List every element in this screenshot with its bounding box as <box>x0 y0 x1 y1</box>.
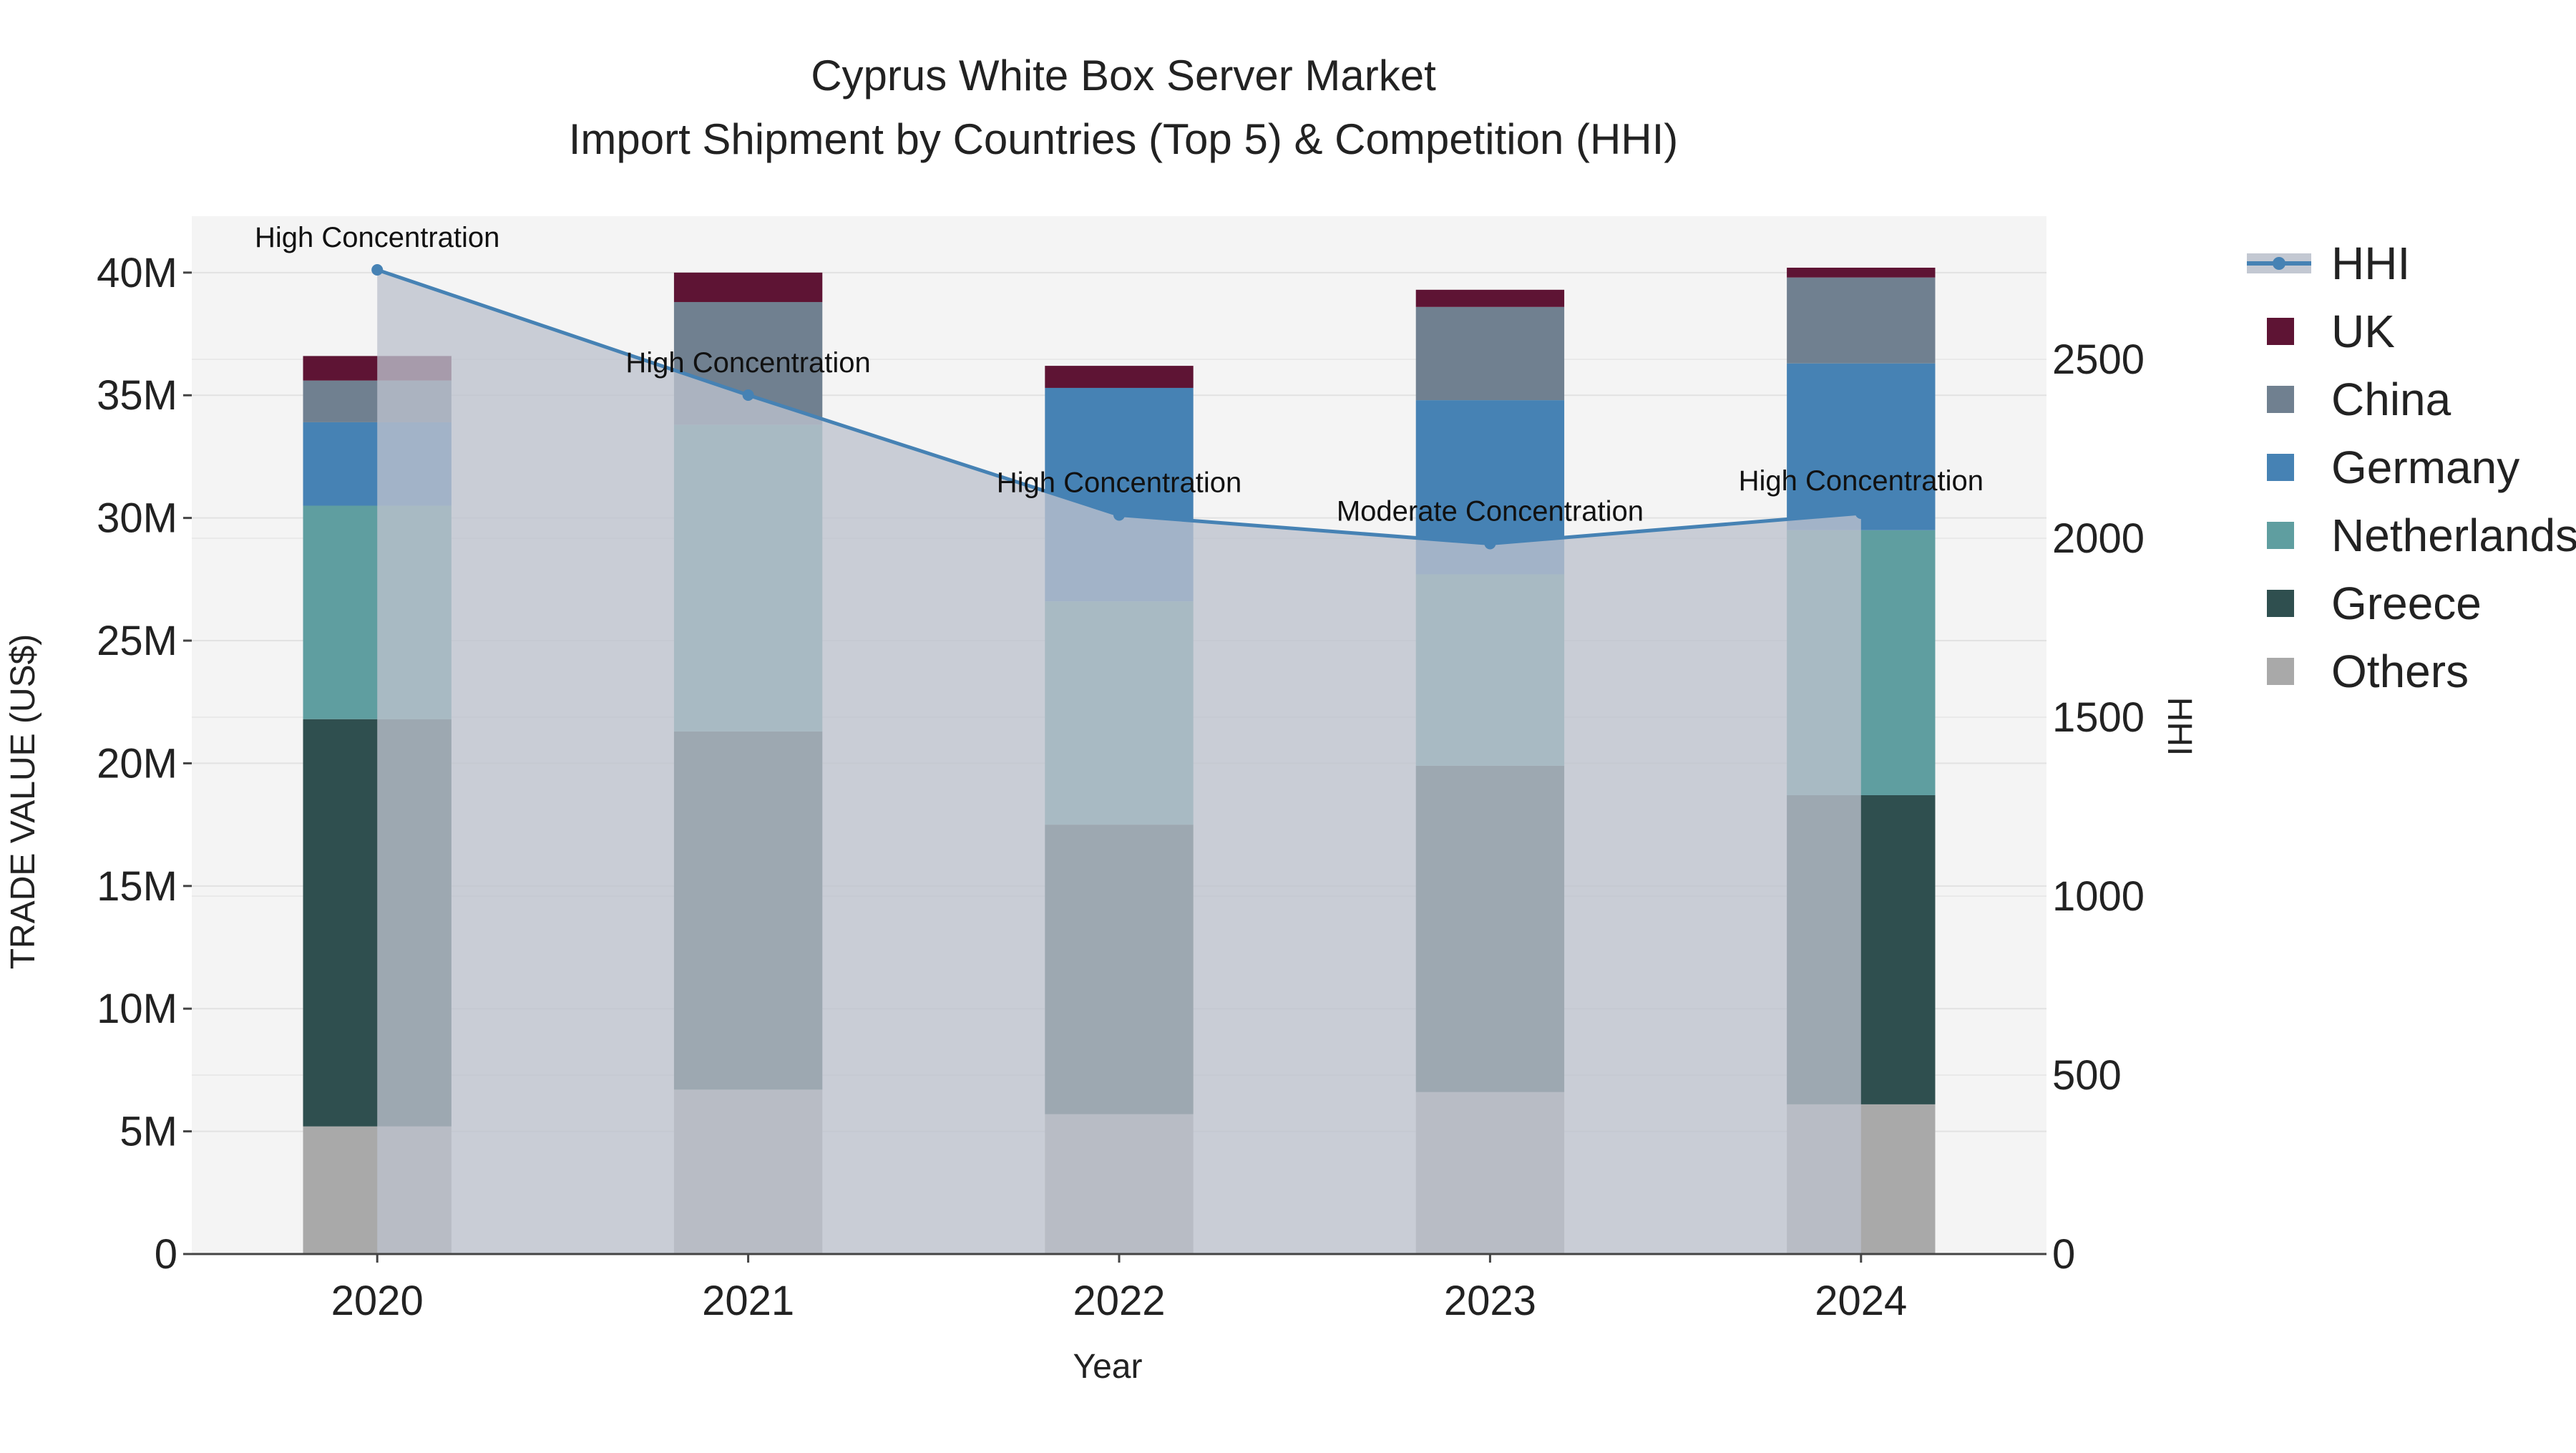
y-axis-ticks: 0 5M 10M 15M 20M 25M 30M 35M 40M <box>97 250 192 1278</box>
legend-swatch-uk <box>2267 318 2294 345</box>
legend-item-netherlands[interactable]: Netherlands <box>2267 510 2576 561</box>
y-tick-label: 25M <box>97 618 177 664</box>
x-axis-title: Year <box>1073 1348 1143 1386</box>
bar-china-2024 <box>1787 277 1936 364</box>
legend-item-uk[interactable]: UK <box>2267 306 2395 357</box>
legend-item-china[interactable]: China <box>2267 374 2451 425</box>
bar-germany-2024 <box>1787 363 1936 530</box>
legend-label-hhi: HHI <box>2331 238 2410 289</box>
y-tick-label: 20M <box>97 740 177 787</box>
legend-item-others[interactable]: Others <box>2267 646 2469 697</box>
bar-uk-2023 <box>1415 289 1565 307</box>
legend: HHI UK China Germany Netherlands Greece Others <box>2247 238 2576 697</box>
y2-tick-label: 1000 <box>2052 873 2145 920</box>
legend-swatch-germany <box>2267 454 2294 481</box>
y2-axis-title: HHI <box>2160 697 2198 757</box>
x-axis-ticks: 2020 2021 2022 2023 2024 <box>331 1254 1907 1324</box>
legend-label-others: Others <box>2331 646 2469 697</box>
y-tick-label: 15M <box>97 863 177 910</box>
bar-uk-2022 <box>1045 366 1194 388</box>
legend-label-germany: Germany <box>2331 442 2519 493</box>
x-tick-label-2020: 2020 <box>331 1278 424 1324</box>
hhi-label-2021: High Concentration <box>625 347 870 379</box>
x-tick-label-2021: 2021 <box>702 1278 794 1324</box>
hhi-labels: High Concentration High Concentration High… <box>255 222 1984 528</box>
legend-label-netherlands: Netherlands <box>2331 510 2576 561</box>
hhi-label-2023: Moderate Concentration <box>1337 496 1644 528</box>
hhi-label-2020: High Concentration <box>255 222 499 253</box>
x-tick-label-2022: 2022 <box>1073 1278 1165 1324</box>
legend-label-uk: UK <box>2331 306 2395 357</box>
bar-uk-2021 <box>673 272 823 302</box>
y2-axis-ticks: 0 500 1000 1500 2000 2500 <box>2052 336 2145 1278</box>
hhi-label-2024: High Concentration <box>1739 465 1984 497</box>
hhi-point-2022 <box>1113 509 1125 521</box>
hhi-points <box>371 264 1867 550</box>
hhi-point-2020 <box>371 264 384 276</box>
legend-swatch-china <box>2267 386 2294 413</box>
legend-swatch-netherlands <box>2267 522 2294 549</box>
chart-title-line1: Cyprus White Box Server Market <box>811 52 1436 99</box>
hhi-point-2023 <box>1484 538 1496 550</box>
hhi-point-2024 <box>1855 507 1867 519</box>
y-tick-label: 10M <box>97 986 177 1032</box>
legend-item-germany[interactable]: Germany <box>2267 442 2519 493</box>
y-axis-title: TRADE VALUE (US$) <box>4 634 42 970</box>
chart-title-line2: Import Shipment by Countries (Top 5) & C… <box>569 115 1679 163</box>
legend-item-hhi[interactable]: HHI <box>2247 238 2410 289</box>
legend-swatch-greece <box>2267 590 2294 617</box>
bar-china-2023 <box>1415 306 1565 401</box>
hhi-point-2021 <box>742 389 754 401</box>
y-tick-label: 5M <box>119 1109 177 1155</box>
hhi-area <box>377 270 1861 1254</box>
x-tick-label-2024: 2024 <box>1815 1278 1907 1324</box>
y-tick-label: 40M <box>97 250 177 296</box>
y2-tick-label: 2500 <box>2052 336 2145 383</box>
legend-swatch-others <box>2267 658 2294 685</box>
legend-label-china: China <box>2331 374 2451 425</box>
bar-uk-2024 <box>1787 267 1936 278</box>
y2-tick-label: 500 <box>2052 1052 2122 1099</box>
hhi-label-2022: High Concentration <box>997 467 1241 499</box>
legend-item-greece[interactable]: Greece <box>2267 578 2482 629</box>
y-tick-label: 35M <box>97 372 177 419</box>
y2-tick-label: 2000 <box>2052 515 2145 562</box>
y2-tick-label: 0 <box>2052 1231 2075 1278</box>
legend-label-greece: Greece <box>2331 578 2482 629</box>
y-tick-label: 30M <box>97 495 177 542</box>
legend-swatch-hhi-marker <box>2273 257 2285 270</box>
y-tick-label: 0 <box>155 1231 177 1278</box>
x-tick-label-2023: 2023 <box>1444 1278 1536 1324</box>
y2-tick-label: 1500 <box>2052 694 2145 741</box>
